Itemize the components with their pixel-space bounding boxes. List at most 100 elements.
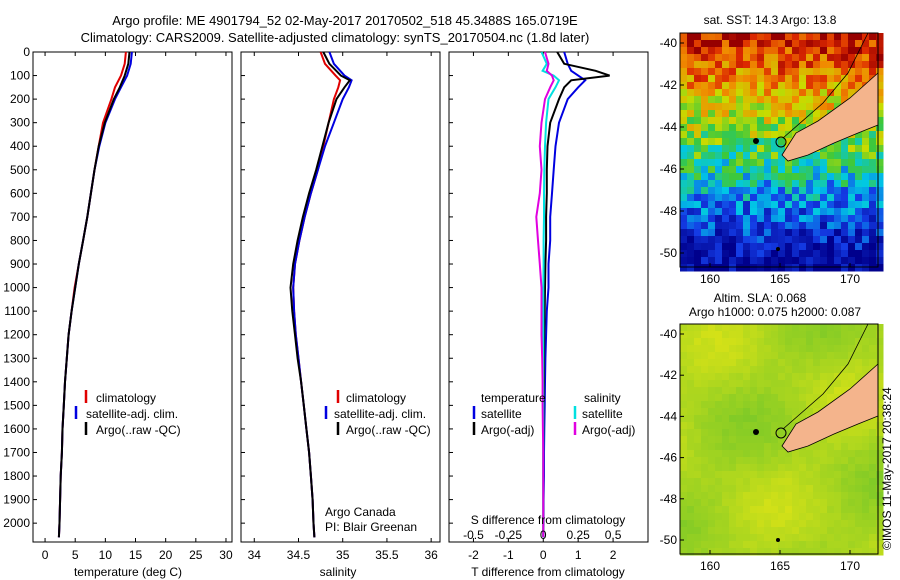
map-cell (750, 222, 758, 230)
map-cell (694, 331, 702, 339)
map-cell (687, 124, 695, 132)
map-cell (771, 471, 779, 479)
map-cell (785, 33, 793, 41)
map-cell (855, 173, 863, 181)
map-cell (827, 394, 835, 402)
map-cell (771, 61, 779, 69)
map-cell (708, 124, 716, 132)
map-cell (687, 478, 695, 486)
map-cell (701, 229, 709, 237)
map-cell (848, 534, 856, 542)
map-cell (827, 243, 835, 251)
map-cell (729, 208, 737, 216)
map-cell (827, 436, 835, 444)
map-cell (785, 471, 793, 479)
map-cell (785, 131, 793, 139)
map-cell (729, 394, 737, 402)
map-cell (743, 422, 751, 430)
map-cell (722, 492, 730, 500)
map-cell (799, 222, 807, 230)
map-cell (876, 250, 884, 258)
map-cell (841, 61, 849, 69)
map-cell (834, 173, 842, 181)
map-y-tick-label: -48 (660, 204, 678, 218)
map-cell (785, 138, 793, 146)
map-cell (834, 33, 842, 41)
map-cell (834, 187, 842, 195)
map-cell (876, 103, 884, 111)
map-cell (820, 345, 828, 353)
map-cell (708, 387, 716, 395)
map-cell (778, 394, 786, 402)
map-x-tick-label: 160 (700, 272, 720, 286)
map-cell (834, 492, 842, 500)
map-cell (827, 499, 835, 507)
map-cell (876, 208, 884, 216)
map-cell (736, 222, 744, 230)
map-cell (694, 131, 702, 139)
map-cell (855, 352, 863, 360)
map-x-tick-label: 165 (770, 559, 790, 573)
map-cell (750, 380, 758, 388)
temperature-xlabel: temperature (deg C) (74, 565, 182, 579)
map-cell (680, 499, 688, 507)
map-cell (876, 324, 884, 332)
map-cell (687, 415, 695, 423)
map-cell (708, 513, 716, 521)
map-cell (848, 187, 856, 195)
map-cell (813, 215, 821, 223)
map-cell (820, 187, 828, 195)
map-cell (813, 401, 821, 409)
map-cell (743, 124, 751, 132)
map-cell (750, 33, 758, 41)
map-cell (785, 110, 793, 118)
map-cell (792, 464, 800, 472)
map-cell (750, 478, 758, 486)
map-cell (729, 429, 737, 437)
map-cell (701, 499, 709, 507)
map-cell (715, 159, 723, 167)
map-cell (687, 380, 695, 388)
map-cell (792, 338, 800, 346)
map-cell (722, 471, 730, 479)
map-cell (771, 422, 779, 430)
map-cell (687, 159, 695, 167)
map-cell (736, 394, 744, 402)
map-cell (806, 96, 814, 104)
map-cell (736, 40, 744, 48)
map-cell (778, 61, 786, 69)
map-cell (806, 236, 814, 244)
map-cell (687, 471, 695, 479)
map-cell (869, 464, 877, 472)
map-cell (841, 345, 849, 353)
map-cell (771, 159, 779, 167)
map-cell (841, 513, 849, 521)
map-cell (743, 499, 751, 507)
map-cell (869, 68, 877, 76)
map-cell (743, 201, 751, 209)
map-cell (680, 429, 688, 437)
map-cell (827, 541, 835, 549)
map-cell (701, 257, 709, 265)
map-cell (799, 54, 807, 62)
map-cell (813, 229, 821, 237)
map-cell (820, 54, 828, 62)
map-cell (708, 436, 716, 444)
map-cell (764, 250, 772, 258)
salinity-xlabel: salinity (320, 565, 357, 579)
map-cell (855, 506, 863, 514)
map-cell (813, 208, 821, 216)
map-cell (757, 68, 765, 76)
map-cell (708, 443, 716, 451)
map-cell (687, 492, 695, 500)
map-cell (834, 366, 842, 374)
map-cell (834, 548, 842, 556)
map-cell (799, 124, 807, 132)
map-cell (736, 138, 744, 146)
map-cell (722, 520, 730, 528)
legend-sal-satellite: satellite (582, 407, 623, 421)
map-cell (876, 257, 884, 265)
map-cell (876, 464, 884, 472)
map-cell (743, 492, 751, 500)
